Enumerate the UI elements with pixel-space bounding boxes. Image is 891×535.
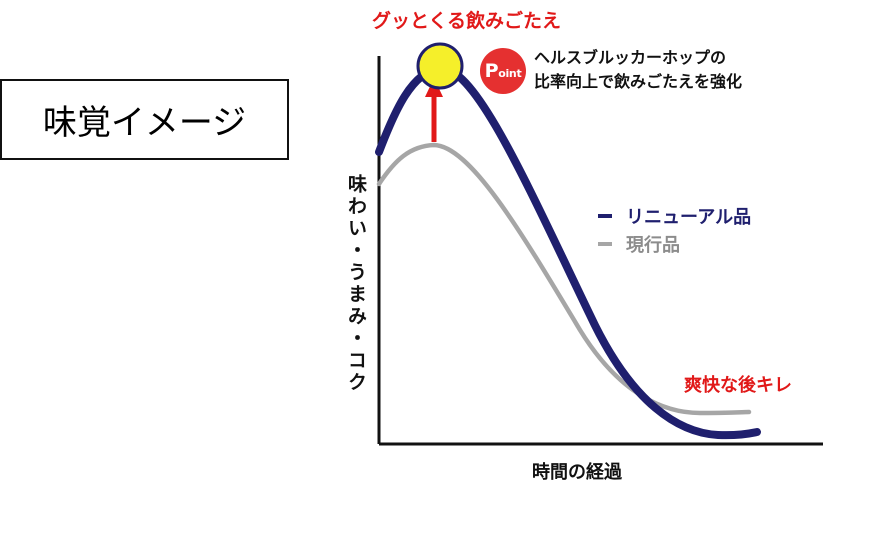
current-product-curve bbox=[376, 142, 752, 416]
point-description-line-1: ヘルスブルッカーホップの bbox=[534, 48, 727, 67]
taste-image-box: 味覚イメージ bbox=[0, 79, 289, 160]
point-description: ヘルスブルッカーホップの 比率向上で飲みごたえを強化 bbox=[534, 46, 742, 94]
legend: リニューアル品 現行品 bbox=[598, 202, 751, 258]
finish-annotation: 爽快な後キレ bbox=[684, 375, 792, 396]
legend-swatch-renewal bbox=[598, 214, 612, 218]
x-axis-label: 時間の経過 bbox=[532, 462, 622, 483]
point-description-line-2: 比率向上で飲みごたえを強化 bbox=[534, 72, 743, 91]
legend-swatch-current bbox=[598, 242, 612, 246]
legend-label-current: 現行品 bbox=[626, 235, 680, 256]
point-badge-suffix: oint bbox=[498, 67, 522, 80]
legend-label-renewal: リニューアル品 bbox=[626, 207, 752, 228]
taste-image-title: 味覚イメージ bbox=[42, 103, 247, 143]
point-badge-prefix: P bbox=[484, 60, 499, 82]
peak-highlight-circle bbox=[416, 42, 464, 90]
point-badge: Point bbox=[480, 48, 526, 94]
y-axis-label: 味わい・うまみ・コク bbox=[345, 174, 367, 394]
legend-item-renewal: リニューアル品 bbox=[598, 202, 751, 230]
peak-annotation: グッとくる飲みごたえ bbox=[372, 10, 562, 32]
legend-item-current: 現行品 bbox=[598, 230, 751, 258]
